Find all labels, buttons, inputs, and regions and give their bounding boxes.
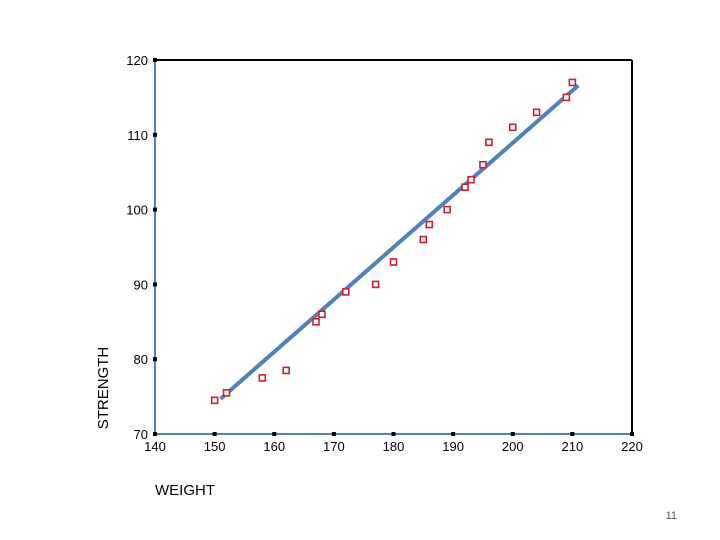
data-point (258, 374, 267, 382)
y-tick-mark (153, 207, 157, 212)
data-point (485, 138, 493, 147)
data-point (282, 366, 290, 375)
x-tick-label: 200 (502, 439, 524, 454)
page-number: 11 (666, 510, 677, 522)
x-axis-title: WEIGHT (155, 482, 215, 499)
y-tick-mark (153, 432, 157, 436)
x-tick-label: 180 (383, 439, 405, 454)
data-point (318, 310, 326, 319)
y-tick-mark (153, 58, 157, 62)
data-point (443, 205, 451, 214)
y-axis-title: STRENGTH (95, 347, 112, 430)
x-tick-mark (510, 432, 515, 436)
data-point (419, 235, 428, 244)
x-tick-label: 220 (621, 439, 643, 454)
y-tick-label: 90 (134, 277, 148, 292)
x-tick-label: 160 (263, 439, 285, 454)
x-tick-mark (570, 432, 575, 436)
data-point (508, 123, 517, 132)
data-point (312, 317, 320, 326)
fit-line-group (219, 83, 580, 401)
x-tick-label: 170 (323, 439, 345, 454)
data-point (371, 280, 380, 289)
y-axis: 70 80 90 100 110 120 (126, 53, 157, 442)
y-tick-label: 120 (126, 53, 148, 68)
x-tick-mark (391, 432, 396, 436)
data-point (532, 108, 541, 117)
data-point (461, 183, 469, 191)
data-point (467, 175, 475, 184)
x-tick-label: 140 (144, 439, 166, 454)
data-point (425, 220, 434, 229)
y-tick-mark (153, 357, 157, 362)
data-point (222, 389, 231, 397)
y-tick-mark (153, 132, 157, 137)
x-tick-mark (630, 432, 634, 436)
data-point (562, 93, 571, 102)
y-tick-label: 110 (127, 128, 148, 143)
x-axis: 140 150 160 170 180 190 200 210 220 (144, 432, 643, 454)
y-tick-label: 100 (126, 203, 148, 218)
y-tick-mark (153, 282, 157, 287)
data-point (210, 396, 219, 405)
x-tick-label: 150 (204, 439, 226, 454)
data-point (479, 160, 487, 169)
x-tick-mark (451, 432, 456, 436)
data-point (341, 288, 350, 296)
x-tick-label: 210 (562, 439, 584, 454)
data-point (389, 258, 398, 266)
data-point (568, 78, 577, 87)
x-tick-mark (272, 432, 277, 436)
x-tick-label: 190 (442, 439, 464, 454)
regression-line (219, 83, 580, 401)
x-tick-mark (331, 432, 336, 436)
y-tick-label: 80 (134, 352, 148, 367)
x-tick-mark (212, 432, 217, 436)
data-points (210, 78, 577, 405)
y-tick-label: 70 (134, 427, 148, 442)
